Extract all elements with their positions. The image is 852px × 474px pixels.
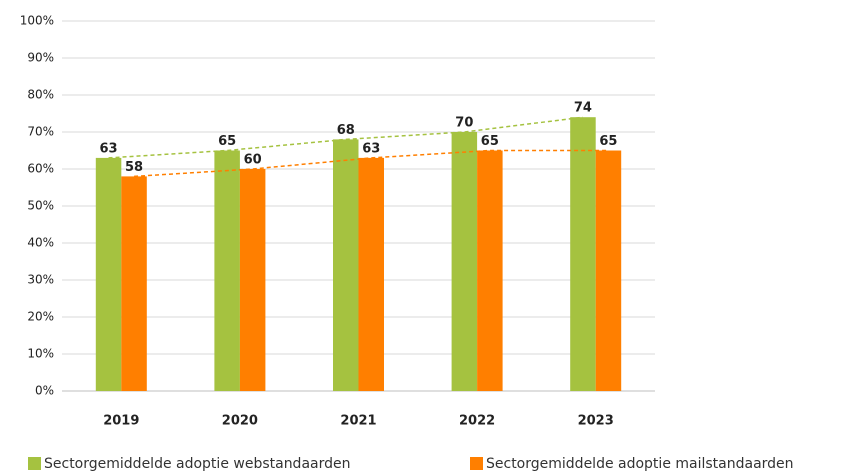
bar [239,169,266,391]
y-tick-label: 0% [35,384,54,398]
legend-label: Sectorgemiddelde adoptie mailstandaarden [486,456,794,472]
y-tick-label: 50% [27,199,54,213]
legend-swatch [470,457,483,470]
value-label: 65 [481,134,499,149]
bar [333,139,359,391]
value-label: 63 [100,141,118,156]
y-tick-label: 20% [27,310,54,324]
y-tick-label: 30% [27,273,54,287]
value-label: 65 [218,134,236,149]
value-label: 58 [125,160,143,175]
x-tick-label: 2020 [222,414,258,429]
legend-label: Sectorgemiddelde adoptie webstandaarden [44,456,351,472]
bar [477,150,503,391]
bar [570,117,596,391]
bar [214,150,240,391]
x-tick-label: 2019 [103,414,139,429]
y-tick-label: 90% [27,51,54,65]
y-tick-label: 40% [27,236,54,250]
value-label: 63 [362,141,380,156]
value-label: 68 [337,123,355,138]
value-label: 74 [574,101,592,116]
x-tick-label: 2021 [340,414,376,429]
bar [121,176,147,391]
trend-line [108,116,584,159]
legend-swatch [28,457,41,470]
y-tick-label: 60% [27,162,54,176]
x-tick-label: 2022 [459,414,495,429]
bar [358,157,384,391]
y-tick-label: 80% [27,88,54,102]
y-tick-label: 70% [27,125,54,139]
y-tick-label: 10% [27,347,54,361]
bar [595,150,622,391]
trend-line [134,149,609,178]
bar [95,157,122,391]
x-tick-label: 2023 [578,414,614,429]
bar [451,132,478,391]
value-label: 60 [244,153,262,168]
value-label: 70 [455,116,473,131]
value-label: 65 [599,134,617,149]
y-tick-label: 100% [20,14,54,28]
